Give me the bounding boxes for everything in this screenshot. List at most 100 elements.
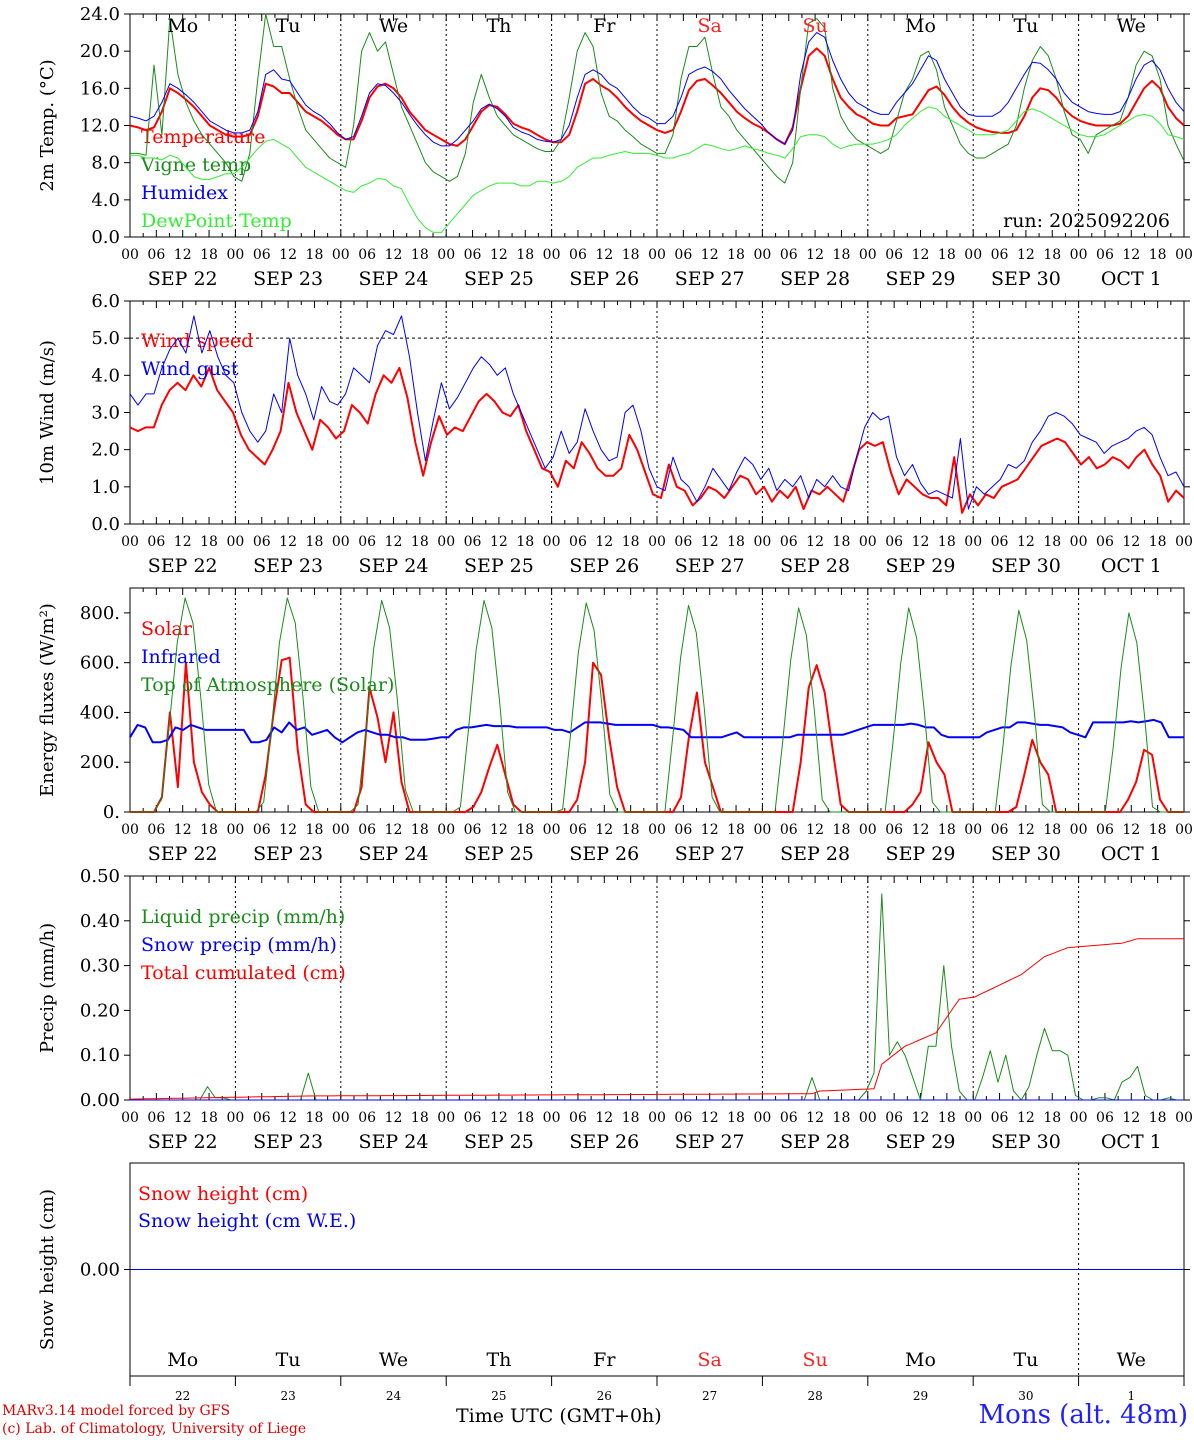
hour-label: 18 bbox=[516, 822, 534, 838]
y-tick-label: 16.0 bbox=[80, 78, 120, 99]
hour-label: 06 bbox=[674, 1110, 692, 1126]
hour-label: 12 bbox=[490, 1110, 508, 1126]
hour-label: 12 bbox=[806, 822, 824, 838]
legend-entry: Total cumulated (cm) bbox=[141, 962, 346, 984]
series-line-wind-speed bbox=[129, 366, 1185, 514]
date-label: OCT 1 bbox=[1101, 843, 1162, 865]
day-number-label: 22 bbox=[175, 1389, 190, 1403]
date-label: SEP 23 bbox=[253, 1131, 323, 1153]
hour-label: 00 bbox=[226, 1110, 244, 1126]
hour-label: 06 bbox=[569, 247, 587, 263]
weekday-label: Tu bbox=[1013, 15, 1038, 37]
hour-label: 18 bbox=[938, 1110, 956, 1126]
hour-label: 18 bbox=[622, 1110, 640, 1126]
series-line-dewpoint-temp bbox=[130, 106, 1185, 233]
hour-label: 06 bbox=[991, 822, 1009, 838]
hour-label: 18 bbox=[833, 1110, 851, 1126]
day-number-label: 1 bbox=[1127, 1389, 1135, 1403]
hour-label: 00 bbox=[121, 822, 139, 838]
hour-label: 00 bbox=[332, 534, 350, 550]
hour-label: 12 bbox=[279, 534, 297, 550]
hour-label: 00 bbox=[859, 1110, 877, 1126]
hour-label: 00 bbox=[964, 247, 982, 263]
y-tick-label: 0.40 bbox=[80, 911, 120, 932]
hour-label: 18 bbox=[1149, 1110, 1167, 1126]
date-label: SEP 24 bbox=[359, 268, 429, 290]
date-label: SEP 24 bbox=[359, 1131, 429, 1153]
hour-label: 18 bbox=[516, 247, 534, 263]
day-number-label: 30 bbox=[1018, 1389, 1033, 1403]
weekday-label: Fr bbox=[593, 1349, 616, 1371]
date-label: SEP 23 bbox=[253, 555, 323, 577]
hour-label: 18 bbox=[1043, 247, 1061, 263]
weekday-label: Sa bbox=[698, 1349, 722, 1371]
station-label: Mons (alt. 48m) bbox=[978, 1400, 1188, 1430]
hour-label: 06 bbox=[885, 534, 903, 550]
y-axis-label: Precip (mm/h) bbox=[37, 923, 58, 1053]
hour-label: 06 bbox=[991, 247, 1009, 263]
weekday-label: Su bbox=[802, 15, 827, 37]
hour-label: 00 bbox=[964, 534, 982, 550]
hour-label: 18 bbox=[727, 247, 745, 263]
hour-label: 06 bbox=[147, 1110, 165, 1126]
hour-label: 06 bbox=[147, 534, 165, 550]
series-line-vigne-temp bbox=[130, 13, 1185, 184]
weekday-label: Th bbox=[486, 15, 511, 37]
hour-label: 18 bbox=[200, 1110, 218, 1126]
date-label: SEP 25 bbox=[464, 1131, 534, 1153]
y-tick-label: 12.0 bbox=[80, 116, 120, 137]
hour-label: 18 bbox=[833, 247, 851, 263]
date-label: SEP 27 bbox=[675, 555, 745, 577]
hour-label: 12 bbox=[1017, 247, 1035, 263]
hour-label: 12 bbox=[174, 247, 192, 263]
y-tick-label: 3.0 bbox=[91, 403, 120, 424]
hour-label: 06 bbox=[885, 1110, 903, 1126]
y-tick-label: 0.10 bbox=[80, 1045, 120, 1066]
hour-label: 18 bbox=[1043, 1110, 1061, 1126]
date-label: SEP 26 bbox=[569, 555, 639, 577]
hour-label: 00 bbox=[121, 247, 139, 263]
hour-label: 18 bbox=[306, 247, 324, 263]
y-tick-label: 0.0 bbox=[91, 514, 120, 535]
legend-entry: Vigne temp bbox=[140, 154, 251, 176]
hour-label: 06 bbox=[569, 1110, 587, 1126]
hour-label: 06 bbox=[885, 822, 903, 838]
hour-label: 00 bbox=[648, 534, 666, 550]
hour-label: 00 bbox=[1070, 1110, 1088, 1126]
hour-label: 06 bbox=[147, 247, 165, 263]
hour-label: 00 bbox=[859, 822, 877, 838]
date-label: OCT 1 bbox=[1101, 268, 1162, 290]
legend-entry: DewPoint Temp bbox=[141, 210, 292, 232]
hour-label: 18 bbox=[938, 534, 956, 550]
date-label: SEP 30 bbox=[991, 555, 1061, 577]
hour-label: 00 bbox=[437, 1110, 455, 1126]
hour-label: 00 bbox=[1070, 534, 1088, 550]
hour-label: 18 bbox=[516, 534, 534, 550]
hour-label: 12 bbox=[490, 534, 508, 550]
date-label: SEP 28 bbox=[780, 1131, 850, 1153]
date-label: SEP 22 bbox=[148, 843, 218, 865]
date-label: SEP 24 bbox=[359, 555, 429, 577]
hour-label: 18 bbox=[1043, 534, 1061, 550]
hour-label: 18 bbox=[622, 247, 640, 263]
hour-label: 06 bbox=[253, 247, 271, 263]
hour-label: 12 bbox=[490, 822, 508, 838]
date-label: SEP 23 bbox=[253, 268, 323, 290]
hour-label: 18 bbox=[411, 534, 429, 550]
hour-label: 06 bbox=[674, 822, 692, 838]
day-number-label: 28 bbox=[807, 1389, 822, 1403]
hour-label: 12 bbox=[385, 534, 403, 550]
y-tick-label: 1.0 bbox=[91, 477, 120, 498]
hour-label: 12 bbox=[806, 247, 824, 263]
date-label: SEP 30 bbox=[991, 1131, 1061, 1153]
hour-label: 00 bbox=[437, 247, 455, 263]
hour-label: 18 bbox=[727, 822, 745, 838]
date-label: SEP 29 bbox=[886, 268, 956, 290]
hour-label: 06 bbox=[1096, 822, 1114, 838]
legend-entry: Snow height (cm W.E.) bbox=[138, 1210, 356, 1232]
y-axis-label: Snow height (cm) bbox=[37, 1189, 58, 1350]
y-tick-label: 0.00 bbox=[80, 1260, 120, 1281]
hour-label: 12 bbox=[806, 534, 824, 550]
hour-label: 12 bbox=[806, 1110, 824, 1126]
